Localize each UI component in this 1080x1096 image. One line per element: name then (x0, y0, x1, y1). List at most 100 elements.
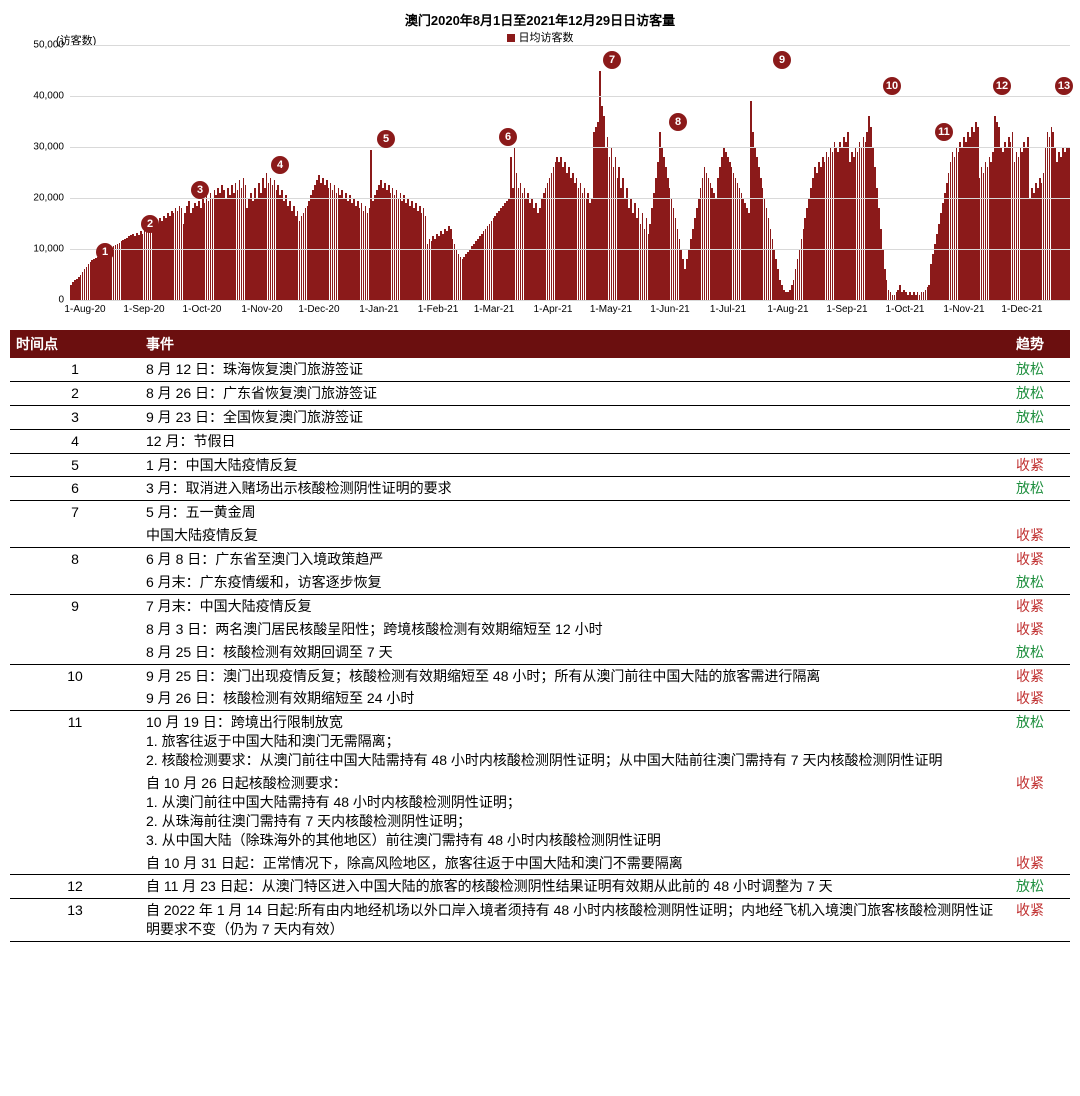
y-tick-label: 30,000 (33, 142, 70, 153)
cell-trend: 放松 (1010, 405, 1070, 429)
cell-event: 6 月末：广东疫情缓和，访客逐步恢复 (140, 571, 1010, 594)
x-tick-label: 1-Sep-20 (123, 304, 164, 315)
cell-timepoint (10, 618, 140, 641)
table-row: 1110 月 19 日：跨境出行限制放宽1. 旅客往返于中国大陆和澳门无需隔离；… (10, 711, 1070, 772)
cell-timepoint (10, 852, 140, 875)
cell-timepoint: 11 (10, 711, 140, 772)
chart-marker: 8 (669, 113, 687, 131)
table-row: 13自 2022 年 1 月 14 日起:所有由内地经机场以外口岸入境者须持有 … (10, 899, 1070, 942)
cell-event: 6 月 8 日：广东省至澳门入境政策趋严 (140, 548, 1010, 571)
cell-event: 1 月：中国大陆疫情反复 (140, 453, 1010, 477)
cell-trend: 收紧 (1010, 524, 1070, 547)
legend-swatch (507, 34, 515, 42)
legend-label: 日均访客数 (519, 32, 574, 44)
y-tick-label: 20,000 (33, 193, 70, 204)
gridline (70, 147, 1070, 148)
col-timepoint: 时间点 (10, 330, 140, 358)
cell-trend (1010, 501, 1070, 524)
visitor-chart: 澳门2020年8月1日至2021年12月29日日访客量 日均访客数 (访客数) … (10, 10, 1070, 320)
cell-trend: 放松 (1010, 381, 1070, 405)
table-row: 39 月 23 日：全国恢复澳门旅游签证放松 (10, 405, 1070, 429)
cell-event: 8 月 26 日：广东省恢复澳门旅游签证 (140, 381, 1010, 405)
events-table: 时间点 事件 趋势 18 月 12 日：珠海恢复澳门旅游签证放松28 月 26 … (10, 330, 1070, 942)
cell-trend: 收紧 (1010, 548, 1070, 571)
cell-event: 9 月 26 日：核酸检测有效期缩短至 24 小时 (140, 687, 1010, 710)
cell-trend: 收紧 (1010, 852, 1070, 875)
chart-marker: 5 (377, 130, 395, 148)
cell-event: 自 11 月 23 日起：从澳门特区进入中国大陆的旅客的核酸检测阴性结果证明有效… (140, 875, 1010, 899)
cell-trend: 收紧 (1010, 594, 1070, 617)
cell-timepoint: 6 (10, 477, 140, 501)
cell-event: 3 月：取消进入赌场出示核酸检测阴性证明的要求 (140, 477, 1010, 501)
table-row: 412 月：节假日 (10, 429, 1070, 453)
x-tick-label: 1-Apr-21 (534, 304, 573, 315)
y-tick-label: 50,000 (33, 40, 70, 51)
x-tick-label: 1-Jun-21 (650, 304, 689, 315)
y-tick-label: 10,000 (33, 244, 70, 255)
cell-trend: 放松 (1010, 358, 1070, 381)
chart-marker: 9 (773, 51, 791, 69)
table-row: 8 月 25 日：核酸检测有效期回调至 7 天放松 (10, 641, 1070, 664)
cell-event: 9 月 25 日：澳门出现疫情反复；核酸检测有效期缩短至 48 小时；所有从澳门… (140, 664, 1010, 687)
cell-trend: 放松 (1010, 571, 1070, 594)
chart-marker: 3 (191, 181, 209, 199)
cell-trend (1010, 429, 1070, 453)
cell-timepoint: 3 (10, 405, 140, 429)
x-tick-label: 1-Nov-21 (943, 304, 984, 315)
chart-marker: 7 (603, 51, 621, 69)
gridline (70, 96, 1070, 97)
col-trend: 趋势 (1010, 330, 1070, 358)
cell-event: 自 10 月 31 日起：正常情况下，除高风险地区，旅客往返于中国大陆和澳门不需… (140, 852, 1010, 875)
cell-timepoint (10, 772, 140, 852)
cell-trend: 收紧 (1010, 687, 1070, 710)
cell-timepoint: 1 (10, 358, 140, 381)
cell-trend: 收紧 (1010, 664, 1070, 687)
chart-title: 澳门2020年8月1日至2021年12月29日日访客量 (10, 10, 1070, 29)
cell-timepoint (10, 687, 140, 710)
cell-event: 9 月 23 日：全国恢复澳门旅游签证 (140, 405, 1010, 429)
cell-event: 7 月末：中国大陆疫情反复 (140, 594, 1010, 617)
cell-trend: 收紧 (1010, 899, 1070, 942)
table-row: 9 月 26 日：核酸检测有效期缩短至 24 小时收紧 (10, 687, 1070, 710)
chart-marker: 4 (271, 156, 289, 174)
x-tick-label: 1-Dec-21 (1001, 304, 1042, 315)
cell-event: 5 月：五一黄金周 (140, 501, 1010, 524)
cell-timepoint: 7 (10, 501, 140, 524)
x-tick-label: 1-Aug-20 (64, 304, 105, 315)
cell-timepoint: 10 (10, 664, 140, 687)
cell-trend: 收紧 (1010, 453, 1070, 477)
x-tick-label: 1-Jan-21 (359, 304, 398, 315)
table-row: 75 月：五一黄金周 (10, 501, 1070, 524)
x-tick-label: 1-Mar-21 (474, 304, 515, 315)
x-tick-label: 1-Dec-20 (298, 304, 339, 315)
gridline (70, 249, 1070, 250)
table-row: 8 月 3 日：两名澳门居民核酸呈阳性；跨境核酸检测有效期缩短至 12 小时收紧 (10, 618, 1070, 641)
chart-legend: 日均访客数 (10, 29, 1070, 45)
chart-marker: 6 (499, 128, 517, 146)
table-row: 28 月 26 日：广东省恢复澳门旅游签证放松 (10, 381, 1070, 405)
table-row: 自 10 月 26 日起核酸检测要求：1. 从澳门前往中国大陆需持有 48 小时… (10, 772, 1070, 852)
cell-event: 12 月：节假日 (140, 429, 1010, 453)
cell-trend: 收紧 (1010, 772, 1070, 852)
events-thead: 时间点 事件 趋势 (10, 330, 1070, 358)
cell-trend: 收紧 (1010, 618, 1070, 641)
cell-trend: 放松 (1010, 641, 1070, 664)
x-tick-label: 1-Jul-21 (710, 304, 746, 315)
table-row: 18 月 12 日：珠海恢复澳门旅游签证放松 (10, 358, 1070, 381)
table-row: 51 月：中国大陆疫情反复收紧 (10, 453, 1070, 477)
table-row: 12自 11 月 23 日起：从澳门特区进入中国大陆的旅客的核酸检测阴性结果证明… (10, 875, 1070, 899)
x-tick-label: 1-Sep-21 (826, 304, 867, 315)
cell-timepoint (10, 641, 140, 664)
gridline (70, 45, 1070, 46)
table-row: 97 月末：中国大陆疫情反复收紧 (10, 594, 1070, 617)
col-event: 事件 (140, 330, 1010, 358)
table-row: 63 月：取消进入赌场出示核酸检测阴性证明的要求放松 (10, 477, 1070, 501)
chart-marker: 12 (993, 77, 1011, 95)
x-tick-label: 1-Nov-20 (241, 304, 282, 315)
gridline (70, 198, 1070, 199)
cell-event: 8 月 12 日：珠海恢复澳门旅游签证 (140, 358, 1010, 381)
y-tick-label: 40,000 (33, 91, 70, 102)
x-tick-label: 1-Oct-21 (886, 304, 925, 315)
bar (1068, 147, 1070, 300)
chart-marker: 11 (935, 123, 953, 141)
